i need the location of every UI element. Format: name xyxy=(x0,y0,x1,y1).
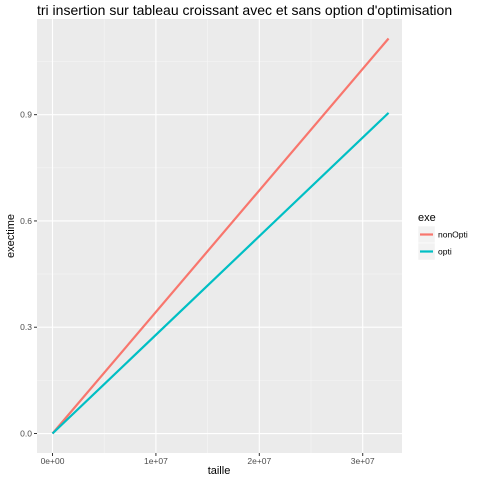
legend-items: nonOpti opti xyxy=(417,225,468,261)
x-tick-label-0: 0e+00 xyxy=(41,456,65,466)
legend-title: exe xyxy=(418,212,436,224)
y-axis-title: exectime xyxy=(5,214,17,258)
chart-title: tri insertion sur tableau croissant avec… xyxy=(37,2,452,18)
legend: exe nonOpti opti xyxy=(417,212,468,261)
y-tick-label-2: 0.6 xyxy=(20,216,32,226)
y-tick-label-1: 0.3 xyxy=(20,322,32,332)
y-tick-label-3: 0.9 xyxy=(20,110,32,120)
series-line-opti xyxy=(51,112,390,435)
series-line-nonOpti xyxy=(51,37,390,435)
y-tick-label-0: 0.0 xyxy=(20,429,32,439)
x-tick-label-3: 3e+07 xyxy=(351,456,375,466)
legend-label-opti: opti xyxy=(438,247,452,257)
x-axis-title: taille xyxy=(208,465,231,477)
legend-label-nonOpti: nonOpti xyxy=(438,230,468,240)
x-axis: 0e+00 1e+07 2e+07 3e+07 xyxy=(41,453,375,466)
x-tick-label-2: 2e+07 xyxy=(247,456,271,466)
series-layer xyxy=(51,37,390,435)
y-axis: 0.0 0.3 0.6 0.9 xyxy=(20,110,37,439)
x-tick-label-1: 1e+07 xyxy=(144,456,168,466)
